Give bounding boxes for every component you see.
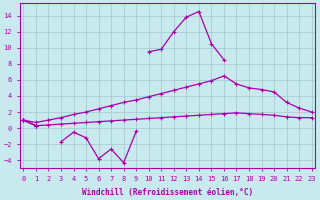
X-axis label: Windchill (Refroidissement éolien,°C): Windchill (Refroidissement éolien,°C): [82, 188, 253, 197]
